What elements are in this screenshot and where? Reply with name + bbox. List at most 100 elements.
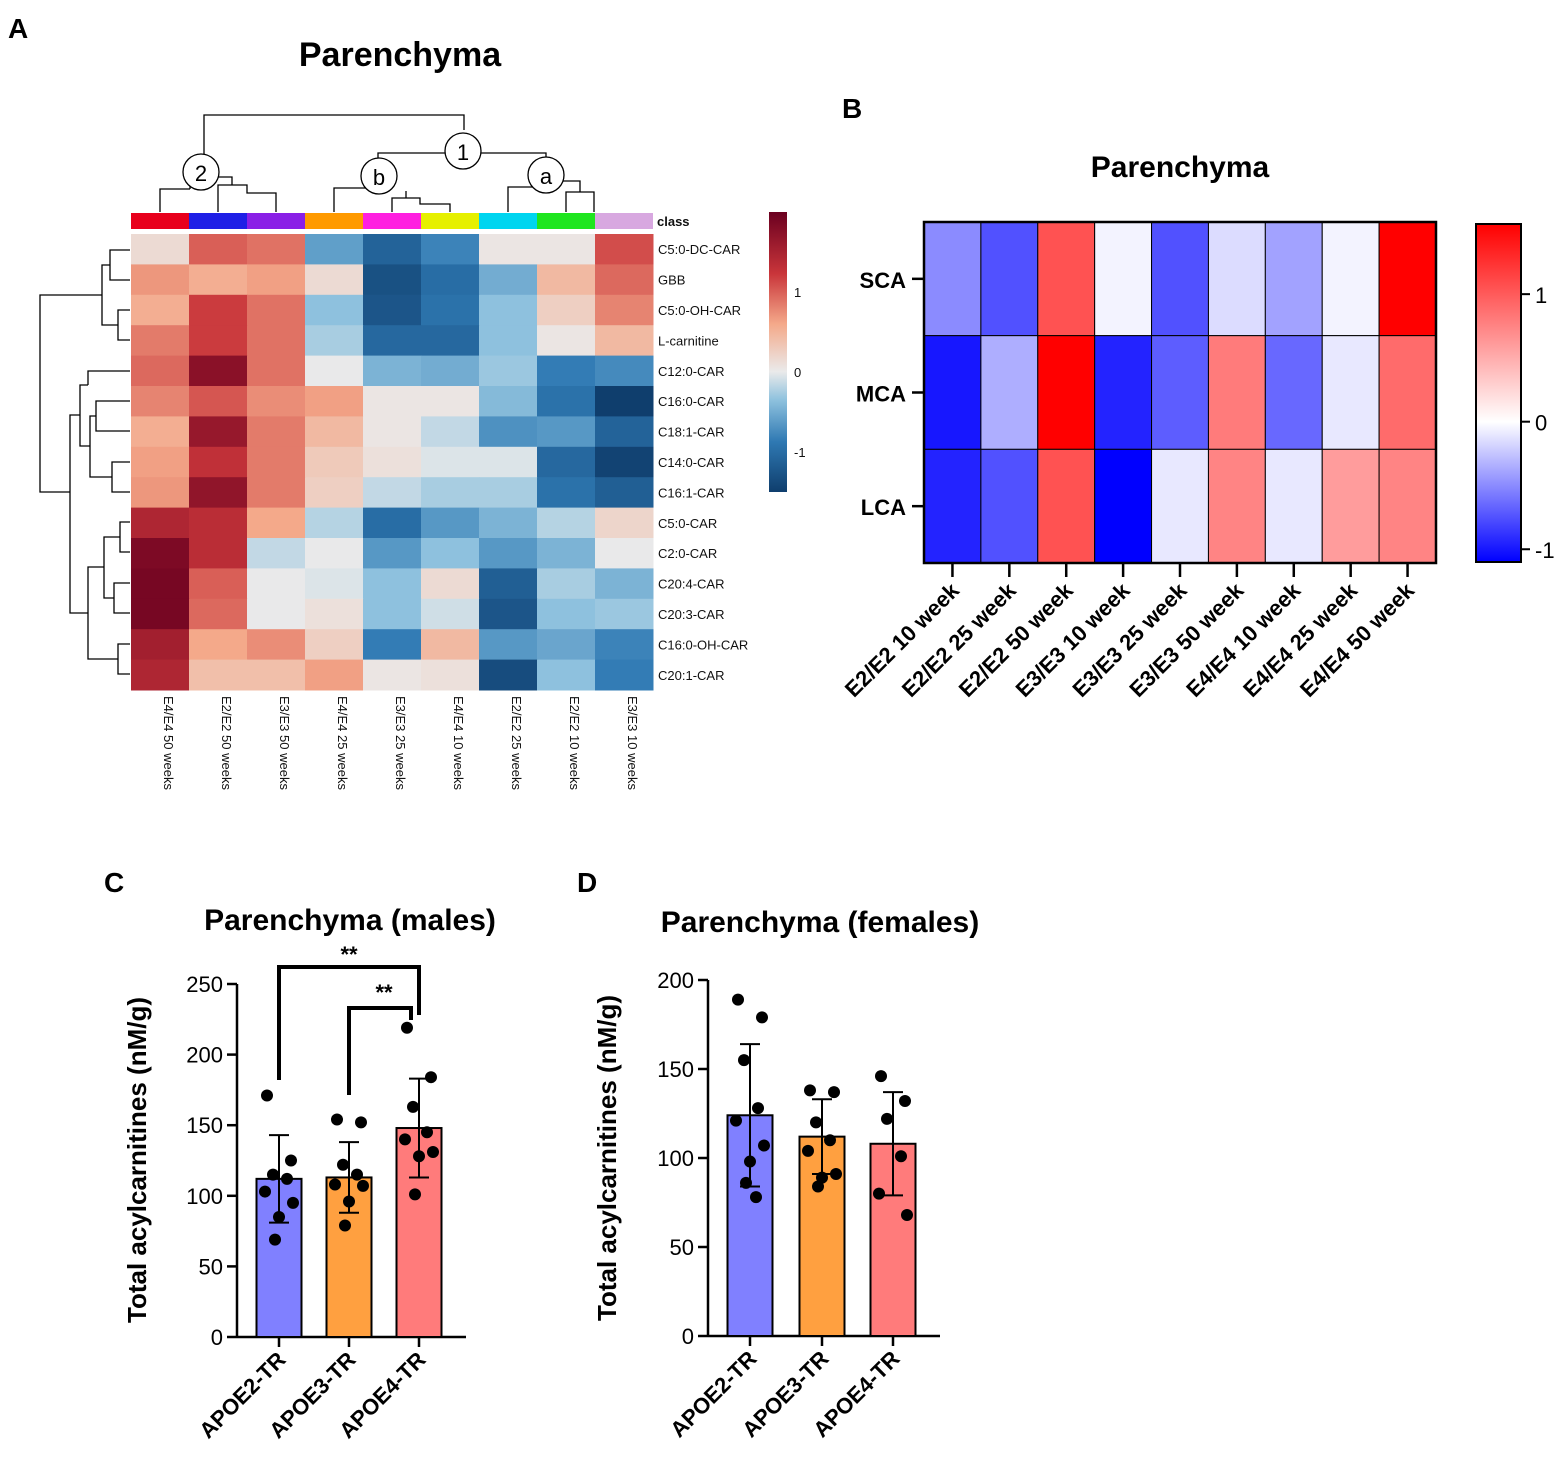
data-point <box>899 1095 911 1108</box>
data-point <box>337 1158 349 1171</box>
heatmap-a-cell <box>131 416 190 448</box>
heatmap-a-cell <box>595 294 654 326</box>
heatmap-b-cell <box>980 221 1039 337</box>
data-point <box>756 1011 768 1024</box>
heatmap-a-cell <box>247 355 306 387</box>
data-point <box>875 1070 887 1083</box>
heatmap-b-cell <box>1151 221 1209 337</box>
heatmap-a-cell <box>189 538 248 569</box>
data-point <box>804 1084 816 1097</box>
heatmap-a-cell <box>247 294 306 326</box>
heatmap-a-cell <box>363 477 422 509</box>
y-tick-label: 100 <box>186 1184 223 1209</box>
y-tick-label: 50 <box>199 1254 223 1279</box>
heatmap-a-cell <box>131 538 190 569</box>
heatmap-a-column-labels: E4/E4 50 weeks E2/E2 50 weeks E3/E3 50 wee… <box>161 696 640 790</box>
row-label: LCA <box>861 495 906 520</box>
heatmap-a-cell <box>595 507 654 539</box>
data-point <box>732 993 744 1006</box>
class-swatch <box>421 213 479 229</box>
y-tick-label: 250 <box>186 972 223 997</box>
data-point <box>399 1133 411 1146</box>
colorbar-tick: -1 <box>794 445 806 460</box>
heatmap-a-cell <box>537 477 596 509</box>
heatmap-a-cell <box>189 264 248 296</box>
heatmap-a-cell <box>595 355 654 387</box>
heatmap-a-cell <box>247 629 306 661</box>
heatmap-a-cell <box>189 477 248 509</box>
heatmap-a-cell <box>537 325 596 357</box>
panel-c-ylabel: Total acylcarnitines (nM/g) <box>122 997 152 1323</box>
heatmap-a-cell <box>363 234 422 265</box>
significance-bracket <box>347 1006 413 1095</box>
heatmap-a-cell <box>479 568 538 600</box>
data-point <box>830 1168 842 1181</box>
heatmap-a-cell <box>189 386 248 417</box>
data-point <box>355 1116 367 1129</box>
colorbar-tick: 1 <box>794 285 801 300</box>
panel-a-title: Parenchyma <box>299 36 502 74</box>
heatmap-a-cell <box>189 416 248 448</box>
data-point <box>331 1113 343 1126</box>
heatmap-a-cell <box>189 568 248 600</box>
heatmap-a-cell <box>421 659 480 691</box>
heatmap-b-cell <box>1151 335 1209 450</box>
heatmap-a-cell <box>305 325 364 357</box>
heatmap-a-cell <box>131 659 190 691</box>
heatmap-a-cell <box>479 355 538 387</box>
colorbar-tick: 1 <box>1535 283 1547 308</box>
data-point <box>824 1134 836 1147</box>
row-label: L-carnitine <box>658 333 719 348</box>
heatmap-a-cell <box>305 355 364 387</box>
heatmap-b-cell <box>923 448 982 564</box>
class-swatch <box>189 213 247 229</box>
y-tick-label: 150 <box>186 1113 223 1138</box>
heatmap-a-cell <box>247 568 306 600</box>
heatmap-b-cell <box>1207 448 1266 564</box>
row-label: C16:0-OH-CAR <box>658 637 748 652</box>
data-point <box>828 1086 840 1099</box>
data-point <box>752 1102 764 1115</box>
heatmap-b-cell <box>1321 335 1380 450</box>
heatmap-a-cell <box>131 386 190 417</box>
data-point <box>744 1155 756 1168</box>
heatmap-a-cell <box>131 234 190 265</box>
data-point <box>740 1176 752 1189</box>
heatmap-a-cell <box>305 446 364 478</box>
column-label: E4/E4 25 weeks <box>335 696 350 790</box>
column-label: E4/E4 50 weeks <box>161 696 176 790</box>
heatmap-a-cell <box>537 507 596 539</box>
heatmap-b-cell <box>1264 221 1323 337</box>
class-color-bar <box>131 213 653 229</box>
heatmap-a-cells <box>131 234 654 691</box>
heatmap-a-cell <box>131 355 190 387</box>
heatmap-a-cell <box>189 325 248 357</box>
heatmap-a-cell <box>595 538 654 569</box>
heatmap-a-cell <box>247 234 306 265</box>
cluster-label-1: 1 <box>457 140 469 165</box>
row-label: SCA <box>860 268 907 293</box>
heatmap-a-cell <box>421 294 480 326</box>
heatmap-a-cell <box>479 629 538 661</box>
y-tick-label: 0 <box>211 1325 223 1350</box>
heatmap-a-cell <box>421 629 480 661</box>
heatmap-a-cell <box>421 538 480 569</box>
heatmap-b-cell <box>1264 448 1323 564</box>
data-point <box>901 1208 913 1221</box>
heatmap-a-cell <box>363 629 422 661</box>
heatmap-a-cell <box>595 234 654 265</box>
data-point <box>427 1146 439 1159</box>
heatmap-a-cell <box>421 234 480 265</box>
heatmap-a-cell <box>363 355 422 387</box>
heatmap-a-cell <box>537 568 596 600</box>
column-label: E2/E2 50 weeks <box>219 696 234 790</box>
heatmap-a-cell <box>479 325 538 357</box>
panel-label-c: C <box>104 867 124 898</box>
heatmap-a-cell <box>421 416 480 448</box>
heatmap-a-cell <box>537 416 596 448</box>
data-point <box>812 1180 824 1193</box>
data-point <box>259 1185 271 1198</box>
row-label: C12:0-CAR <box>658 364 724 379</box>
heatmap-b-cell <box>1207 335 1266 450</box>
